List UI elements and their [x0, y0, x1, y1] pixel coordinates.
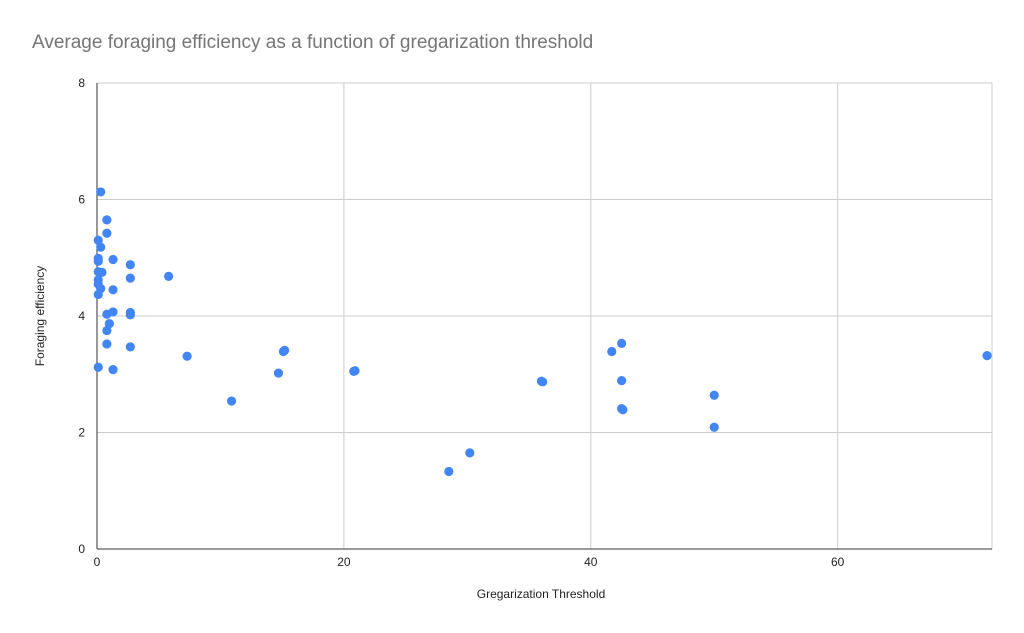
data-point	[709, 390, 719, 400]
y-axis-label: Foraging efficiency	[33, 266, 47, 367]
data-point	[96, 187, 106, 197]
data-points	[93, 187, 992, 477]
data-point	[93, 235, 103, 245]
y-tick-label: 4	[78, 309, 85, 323]
data-point	[93, 289, 103, 300]
data-point	[108, 307, 118, 317]
data-point	[182, 351, 192, 361]
data-point	[538, 377, 548, 387]
data-point	[125, 260, 135, 270]
data-point	[982, 351, 992, 361]
data-point	[102, 215, 112, 225]
data-point	[102, 339, 112, 349]
y-tick-label: 6	[78, 193, 85, 207]
data-point	[108, 254, 118, 265]
data-point	[125, 273, 135, 283]
data-point	[102, 325, 112, 336]
data-point	[280, 345, 290, 355]
data-point	[102, 228, 112, 238]
data-point	[108, 364, 118, 375]
data-point	[607, 346, 617, 357]
data-point	[617, 376, 627, 386]
x-axis-label: Gregarization Threshold	[477, 587, 606, 601]
data-point	[465, 448, 475, 458]
data-point	[93, 256, 103, 266]
x-tick-label: 40	[584, 555, 598, 569]
data-point	[350, 366, 360, 376]
x-tick-labels: 0 20 40 60	[94, 555, 845, 569]
data-point	[226, 396, 237, 406]
data-point	[164, 271, 174, 281]
data-point	[108, 285, 118, 295]
data-point	[104, 318, 114, 329]
data-point	[709, 422, 719, 432]
data-point	[125, 310, 135, 320]
data-point	[617, 338, 627, 348]
y-tick-label: 2	[78, 426, 85, 440]
x-tick-label: 20	[337, 555, 351, 569]
x-tick-label: 0	[94, 555, 101, 569]
gridlines	[97, 82, 993, 549]
y-tick-label: 0	[78, 542, 85, 556]
data-point	[273, 368, 284, 378]
x-tick-label: 60	[831, 555, 845, 569]
data-point	[96, 242, 106, 252]
data-point	[444, 466, 454, 477]
chart-title: Average foraging efficiency as a functio…	[32, 32, 594, 53]
y-tick-label: 8	[78, 76, 85, 90]
data-point	[125, 342, 135, 352]
data-point	[93, 362, 103, 372]
y-tick-labels: 0 2 4 6 8	[78, 76, 85, 556]
data-point	[97, 267, 107, 277]
data-point	[618, 405, 628, 415]
